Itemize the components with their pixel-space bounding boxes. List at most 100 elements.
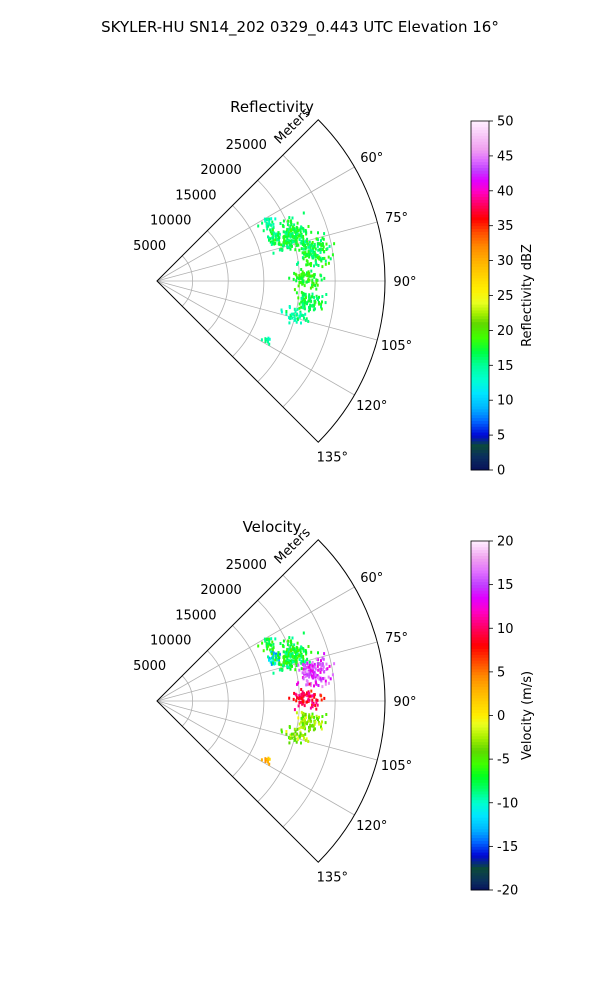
colorbar-segment — [471, 467, 489, 471]
echo-gate — [317, 668, 320, 672]
echo-gate — [294, 238, 297, 242]
colorbar-segment — [471, 866, 489, 871]
echo-gate — [269, 648, 272, 652]
echo-gate — [266, 227, 269, 231]
theta-gridline — [156, 641, 378, 702]
echo-gate — [308, 716, 311, 720]
colorbar-segment — [471, 738, 489, 743]
colorbar-segment — [471, 785, 489, 789]
echo-gate — [300, 720, 303, 724]
echo-gate — [268, 757, 271, 761]
echo-gate — [310, 682, 313, 685]
echo-gate — [289, 226, 292, 230]
echo-gate — [272, 671, 275, 675]
echo-gate — [314, 673, 317, 677]
echo-gate — [267, 642, 269, 646]
echo-gate — [320, 278, 323, 282]
echo-gate — [304, 738, 307, 742]
echo-gate — [272, 251, 275, 255]
echo-gate — [302, 227, 305, 231]
echo-gate — [264, 219, 267, 223]
echo-gate — [300, 225, 303, 229]
colorbar-segment — [471, 779, 489, 783]
echo-gate — [291, 664, 293, 668]
echo-gate — [274, 217, 277, 221]
echo-gate — [268, 658, 270, 662]
echo-gate — [272, 236, 274, 240]
echo-gate — [300, 716, 303, 720]
echo-gate — [289, 659, 292, 663]
colorbar-segment — [471, 420, 489, 424]
colorbar-segment — [471, 443, 489, 448]
colorbar-segment — [471, 385, 489, 389]
echo-gate — [324, 721, 327, 725]
echo-gate — [305, 659, 308, 663]
echo-gate — [328, 664, 331, 668]
colorbar-segment — [471, 333, 489, 337]
echo-gate — [323, 652, 326, 656]
echo-gate — [290, 643, 293, 646]
echo-gate — [257, 644, 260, 648]
echo-gate — [308, 262, 311, 266]
echo-gate — [300, 247, 303, 251]
echo-gate — [291, 652, 294, 655]
theta-tick-label: 135° — [317, 870, 348, 885]
colorbar-tick-label: 20 — [497, 324, 514, 339]
colorbar-segment — [471, 831, 489, 836]
colorbar-segment — [471, 855, 489, 859]
colorbar-segment — [471, 452, 489, 456]
range-tick-label: 5000 — [133, 659, 166, 674]
echo-gate — [282, 230, 285, 234]
echo-gate — [316, 256, 319, 260]
echo-gate — [318, 675, 321, 679]
echo-gate — [295, 291, 298, 295]
colorbar-segment — [471, 721, 489, 725]
echo-gate — [307, 319, 310, 323]
echo-gate — [296, 317, 299, 321]
colorbar-segment — [471, 164, 489, 168]
echo-gate — [283, 238, 286, 242]
echo-gate — [286, 240, 289, 244]
echo-gate — [299, 312, 302, 316]
echo-gate — [329, 677, 332, 681]
echo-gate — [298, 274, 301, 278]
theta-tick-label: 135° — [317, 450, 348, 465]
echo-gate — [300, 313, 303, 317]
range-tick-label: 5000 — [133, 239, 166, 254]
colorbar-segment — [471, 339, 489, 343]
echo-gate — [313, 252, 315, 256]
echo-gate — [277, 233, 279, 237]
echo-gate — [264, 337, 267, 341]
colorbar-segment — [471, 312, 489, 317]
echo-gate — [272, 231, 275, 235]
echo-gate — [311, 249, 314, 253]
echo-gate — [308, 725, 310, 729]
echo-gate — [264, 760, 267, 763]
echo-gate — [291, 636, 294, 640]
colorbar-segment — [471, 150, 489, 154]
colorbar-segment — [471, 561, 489, 565]
colorbar-segment — [471, 625, 489, 629]
colorbar-segment — [471, 817, 489, 821]
echo-gate — [293, 229, 296, 233]
colorbar-segment — [471, 269, 489, 273]
echo-gate — [298, 696, 301, 700]
colorbar-segment — [471, 706, 489, 711]
echo-gate — [307, 690, 310, 694]
echo-gate — [311, 292, 314, 296]
echo-gate — [304, 251, 307, 255]
colorbar-segment — [471, 631, 489, 635]
echo-gate — [292, 277, 295, 281]
colorbar-segment — [471, 709, 489, 713]
colorbar-segment — [471, 400, 489, 404]
echo-gate — [294, 272, 297, 276]
echo-gate — [312, 666, 315, 670]
echo-gate — [318, 302, 321, 306]
echo-gate — [314, 667, 317, 671]
echo-gate — [298, 726, 301, 730]
echo-gate — [313, 672, 315, 676]
colorbar-segment — [471, 715, 489, 719]
echo-gate — [320, 727, 323, 731]
colorbar-segment — [471, 686, 489, 690]
colorbar-segment — [471, 248, 489, 253]
